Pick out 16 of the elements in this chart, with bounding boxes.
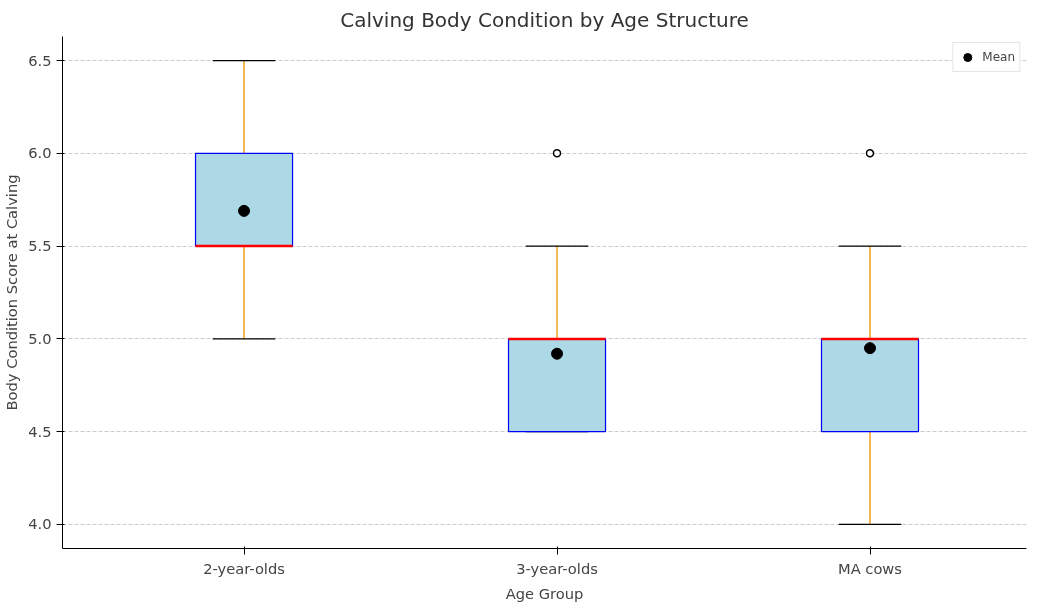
- chart-title: Calving Body Condition by Age Structure: [340, 7, 749, 32]
- point: [864, 342, 877, 355]
- y-tick-label: 5.5: [28, 237, 52, 255]
- y-tick-label: 4.0: [28, 515, 52, 533]
- point: [238, 204, 251, 217]
- x-tick-label: 2-year-olds: [203, 559, 285, 577]
- x-axis-title: Age Group: [505, 584, 584, 602]
- legend-label: Mean: [982, 50, 1015, 64]
- point: [551, 347, 564, 360]
- y-axis-title: Body Condition Score at Calving: [3, 174, 21, 411]
- y-tick-label: 6.5: [28, 51, 52, 69]
- y-tick-label: 6.0: [28, 144, 52, 162]
- x-tick-label: 3-year-olds: [516, 559, 598, 577]
- y-tick-label: 4.5: [28, 422, 52, 440]
- x-tick-label: MA cows: [838, 559, 902, 577]
- y-tick-label: 5.0: [28, 329, 52, 347]
